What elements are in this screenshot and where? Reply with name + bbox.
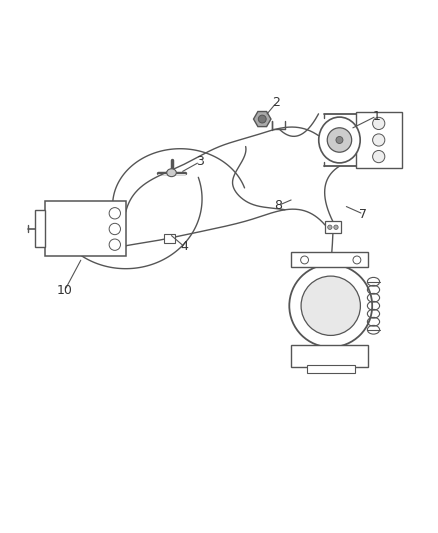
Text: 7: 7 xyxy=(359,208,367,221)
Text: 1: 1 xyxy=(372,109,380,123)
Circle shape xyxy=(327,225,331,229)
Bar xyxy=(35,210,45,247)
Bar xyxy=(291,345,367,367)
Bar xyxy=(291,252,367,268)
Ellipse shape xyxy=(166,169,176,176)
Bar xyxy=(324,221,340,233)
Text: 2: 2 xyxy=(272,96,279,109)
Circle shape xyxy=(333,225,337,229)
Circle shape xyxy=(335,136,342,143)
Ellipse shape xyxy=(318,117,359,163)
Circle shape xyxy=(352,256,360,264)
Circle shape xyxy=(372,117,384,130)
Circle shape xyxy=(258,115,265,123)
Bar xyxy=(355,111,401,168)
Circle shape xyxy=(109,223,120,235)
Bar xyxy=(45,201,125,256)
Circle shape xyxy=(109,239,120,251)
Text: 8: 8 xyxy=(274,199,282,212)
Circle shape xyxy=(300,276,360,335)
Bar xyxy=(306,365,354,374)
Circle shape xyxy=(326,128,351,152)
Text: 3: 3 xyxy=(195,155,203,168)
Circle shape xyxy=(372,150,384,163)
Text: 10: 10 xyxy=(57,284,72,297)
Bar xyxy=(163,234,175,243)
Circle shape xyxy=(300,256,308,264)
Circle shape xyxy=(109,208,120,219)
Text: 4: 4 xyxy=(180,240,188,253)
Circle shape xyxy=(372,134,384,146)
Circle shape xyxy=(289,264,371,347)
